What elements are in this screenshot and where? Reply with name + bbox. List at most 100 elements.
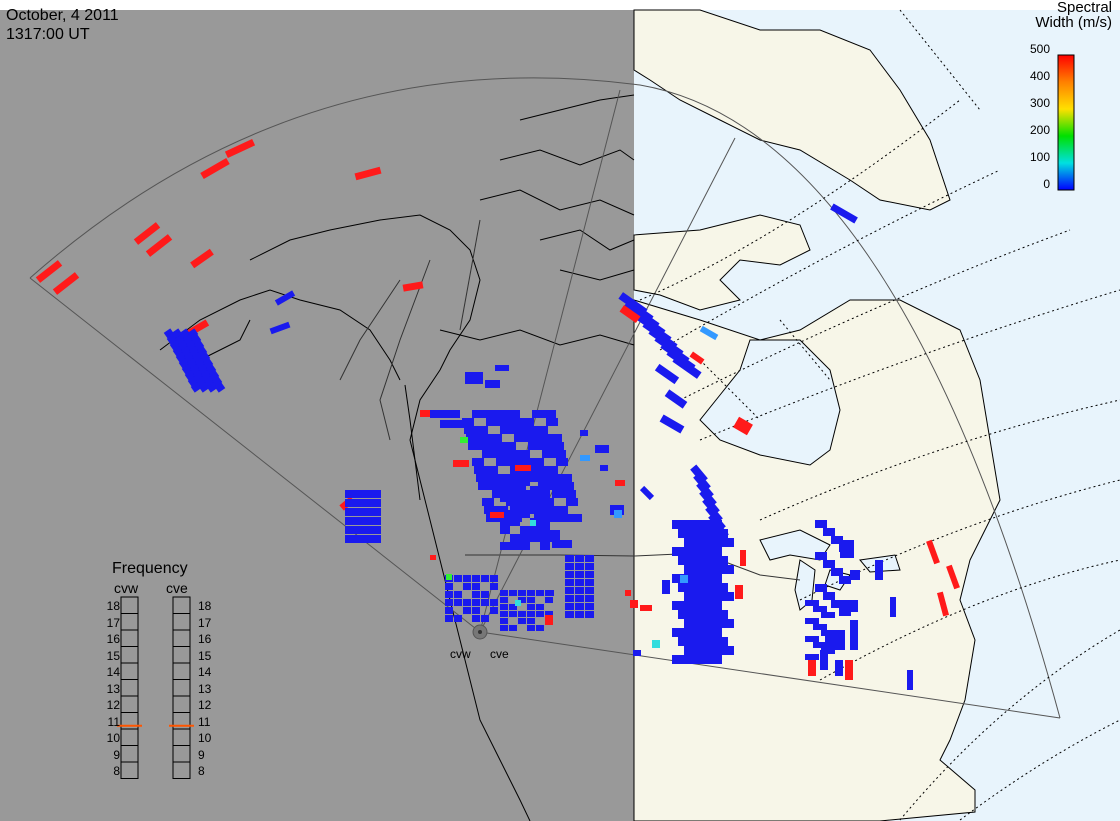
echo-cell (163, 328, 175, 339)
echo-cell (585, 571, 594, 578)
echo-cell (540, 530, 560, 542)
frequency-tick-label: 16 (106, 632, 120, 646)
echo-cell (363, 490, 372, 498)
echo-cell (565, 571, 574, 578)
echo-cell (546, 466, 558, 474)
echo-cell (672, 601, 722, 610)
echo-cell (850, 620, 858, 650)
echo-cell (472, 410, 484, 418)
echo-cell (454, 591, 462, 598)
echo-cell (540, 494, 550, 502)
echo-cell (672, 547, 722, 556)
echo-cell (372, 526, 381, 534)
echo-cell (345, 490, 354, 498)
echo-cell (546, 514, 558, 522)
frequency-col-cve: cve (166, 580, 188, 596)
echo-cell (274, 290, 296, 306)
top-strip (0, 0, 1120, 10)
echo-cell (472, 575, 480, 582)
echo-cell (478, 482, 490, 490)
frequency-tick-label: 12 (106, 698, 120, 712)
echo-cell (575, 595, 584, 602)
scale-label-100: 100 (1029, 150, 1050, 164)
echo-cell (542, 450, 554, 458)
echo-cell (476, 426, 488, 434)
echo-cell (585, 555, 594, 562)
echo-cell (831, 536, 843, 544)
echo-cell (813, 606, 827, 612)
echo-cell (133, 222, 161, 245)
echo-cell (506, 450, 518, 458)
echo-cell (463, 599, 471, 606)
echo-cell (633, 650, 641, 656)
echo-cell (214, 382, 226, 393)
echo-cell (480, 442, 492, 450)
echo-cell (481, 575, 489, 582)
echo-cell (402, 281, 424, 292)
echo-cell (699, 325, 719, 341)
echo-cell (550, 482, 562, 490)
echo-cell (840, 600, 858, 612)
echo-cell (678, 637, 728, 646)
frequency-tick-label: 15 (198, 648, 212, 663)
frequency-tick-label: 8 (198, 764, 205, 778)
echo-cell (500, 494, 510, 502)
frequency-col-cvw: cvw (114, 580, 139, 596)
echo-cell (536, 625, 544, 631)
echo-cell (548, 590, 554, 596)
echo-cell (575, 563, 584, 570)
echo-cell (345, 499, 354, 507)
frequency-tick-label: 9 (113, 747, 120, 762)
frequency-tick-label: 18 (106, 599, 120, 613)
echo-cell (478, 434, 490, 442)
echo-cell (472, 458, 484, 466)
echo-cell (580, 455, 590, 461)
echo-cell (565, 595, 574, 602)
echo-cell (181, 364, 193, 375)
echo-cell (640, 605, 652, 611)
time-label: 1317:00 UT (6, 26, 90, 43)
echo-cell (520, 534, 530, 542)
echo-cell (548, 474, 560, 482)
echo-cell (556, 458, 568, 466)
echo-cell (509, 590, 517, 596)
echo-cell (850, 570, 860, 580)
echo-cell (672, 574, 722, 583)
echo-cell (813, 642, 827, 648)
echo-cell (472, 599, 480, 606)
echo-cell (492, 490, 504, 498)
echo-cell (823, 528, 835, 536)
echo-cell (575, 555, 584, 562)
echo-cell (946, 564, 960, 590)
echo-cell (684, 538, 734, 547)
echo-cell (490, 512, 504, 518)
echo-cell (830, 203, 858, 224)
echo-cell (462, 418, 474, 426)
echo-cell (354, 535, 363, 543)
echo-cell (813, 624, 827, 630)
echo-cell (536, 604, 544, 610)
echo-cell (490, 607, 498, 614)
echo-cell (500, 526, 510, 534)
echo-cell (206, 382, 218, 393)
echo-cell (354, 508, 363, 516)
echo-cell (805, 600, 819, 606)
echo-cell (530, 494, 540, 502)
echo-cell (175, 352, 187, 363)
echo-cell (169, 340, 181, 351)
echo-cell (527, 625, 535, 631)
echo-cell (575, 571, 584, 578)
echo-cell (678, 529, 728, 538)
echo-cell (510, 534, 520, 542)
frequency-tick-label: 11 (198, 714, 211, 729)
scale-label-300: 300 (1029, 96, 1050, 110)
frequency-tick-label: 10 (106, 731, 120, 745)
echo-cell (805, 654, 819, 660)
echo-cell (474, 466, 486, 474)
echo-cell (466, 434, 478, 442)
echo-cell (363, 499, 372, 507)
echo-cell (565, 563, 574, 570)
echo-cell (585, 563, 594, 570)
echo-cell (558, 514, 570, 522)
echo-cell (354, 490, 363, 498)
